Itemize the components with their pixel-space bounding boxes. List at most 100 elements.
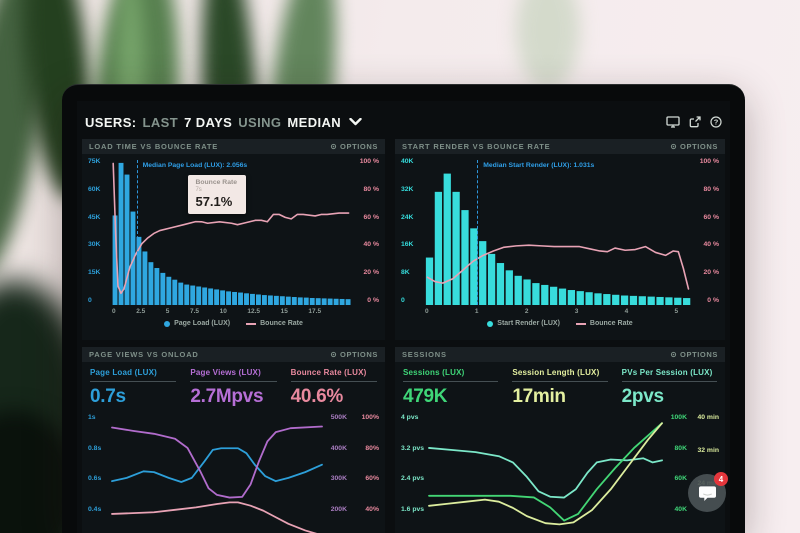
axis-label: 300K: [330, 475, 347, 483]
axis-label: 60 %: [703, 213, 720, 221]
tooltip: Bounce Rate 7s 57.1%: [188, 175, 247, 234]
panel-title: START RENDER VS BOUNCE RATE: [402, 142, 551, 151]
axis-label: 0.8s: [88, 444, 102, 452]
axis-label: 0: [425, 308, 429, 315]
chat-button[interactable]: 4: [688, 472, 728, 512]
panel-load-time: LOAD TIME VS BOUNCE RATE OPTIONS 75K 60K 4…: [82, 139, 385, 340]
load-time-plot[interactable]: Median Page Load (LUX): 2.056s Bounce Ra…: [112, 159, 351, 305]
panel-header: START RENDER VS BOUNCE RATE OPTIONS: [395, 139, 725, 154]
metric-value: 479K: [403, 386, 448, 407]
axis-label: 3: [574, 308, 579, 315]
axis-label: 1.6 pvs: [401, 506, 425, 514]
metric-sessions[interactable]: Sessions (LUX) 479K: [403, 368, 499, 408]
metric-session-length[interactable]: Session Length (LUX) 17min: [512, 368, 608, 408]
share-icon[interactable]: [689, 116, 701, 128]
y-axis-left: 75K 60K 45K 30K 15K 0: [86, 158, 112, 305]
axis-label: 0.6s: [88, 475, 102, 483]
options-button[interactable]: OPTIONS: [330, 350, 378, 359]
notification-badge: 4: [714, 472, 728, 486]
legend-label: Page Load (LUX): [174, 320, 231, 327]
metric-pvs-per-session[interactable]: PVs Per Session (LUX) 2pvs: [621, 368, 717, 408]
axis-label: 3.2 pvs: [401, 444, 425, 452]
axis-label: 0 %: [707, 297, 719, 305]
axis-label: 30K: [88, 241, 101, 249]
laptop-screen: USERS: LAST 7 DAYS USING MEDIAN: [77, 101, 730, 533]
chart-area: 1s 0.8s 0.6s 0.4s 500K 400K 300K 200K 100% 80% 6…: [82, 412, 385, 524]
axis-label: 4 pvs: [401, 414, 419, 421]
metric-page-views[interactable]: Page Views (LUX) 2.7Mpvs: [190, 368, 277, 408]
axis-label: 7.5: [189, 308, 200, 315]
axis-label: 400K: [330, 444, 347, 452]
options-label: OPTIONS: [340, 350, 378, 359]
y-axis-bounce: 100% 80% 60% 40%: [349, 412, 381, 524]
axis-label: 45K: [88, 213, 101, 221]
metric-value: 2pvs: [621, 386, 664, 407]
panel-header: LOAD TIME VS BOUNCE RATE OPTIONS: [82, 139, 385, 154]
header-days[interactable]: 7 DAYS: [184, 114, 233, 130]
header-users: USERS:: [85, 114, 137, 130]
panel-header: PAGE VIEWS VS ONLOAD OPTIONS: [82, 347, 385, 362]
x-axis: 0 1 2 3 4 5: [395, 305, 725, 316]
metric-value: 2.7Mpvs: [190, 386, 264, 407]
gear-icon: [330, 143, 337, 150]
chevron-down-icon[interactable]: [349, 113, 362, 131]
axis-label: 5: [165, 308, 170, 315]
chat-bubble-icon: [698, 485, 716, 501]
axis-label: 40%: [365, 506, 379, 514]
dashboard-header: USERS: LAST 7 DAYS USING MEDIAN: [82, 110, 725, 134]
axis-label: 40 %: [363, 241, 380, 249]
metric-label: Page Load (LUX): [90, 368, 177, 382]
axis-label: 4: [624, 308, 629, 315]
onload-plot[interactable]: [112, 412, 322, 524]
header-median[interactable]: MEDIAN: [287, 114, 342, 130]
help-icon[interactable]: ?: [710, 116, 722, 128]
axis-label: 20 %: [703, 269, 720, 277]
axis-label: 2.5: [136, 308, 146, 315]
axis-label: 12.5: [247, 308, 261, 315]
y-axis-seconds: 1s 0.8s 0.6s 0.4s: [86, 412, 112, 524]
y-axis-pageviews: 500K 400K 300K 200K: [322, 412, 349, 524]
median-label: Median Page Load (LUX): 2.056s: [142, 162, 248, 169]
axis-label: 200K: [330, 506, 347, 514]
metric-label: PVs Per Session (LUX): [621, 368, 717, 382]
header-using: USING: [238, 114, 282, 130]
legend-label: Bounce Rate: [589, 320, 633, 327]
monitor-icon[interactable]: [666, 116, 680, 128]
metric-page-load[interactable]: Page Load (LUX) 0.7s: [90, 368, 177, 408]
tooltip-title: Bounce Rate: [195, 179, 238, 187]
axis-label: 10: [219, 308, 227, 315]
panel-title: PAGE VIEWS VS ONLOAD: [89, 350, 199, 359]
axis-label: 0 %: [367, 297, 379, 305]
y-axis-left: 40K 32K 24K 16K 8K 0: [399, 158, 425, 305]
panel-start-render: START RENDER VS BOUNCE RATE OPTIONS 40K 3…: [395, 139, 725, 340]
legend-item[interactable]: Start Render (LUX): [487, 320, 560, 327]
axis-label: 60K: [674, 475, 687, 483]
legend-item[interactable]: Bounce Rate: [575, 320, 633, 327]
svg-text:?: ?: [714, 118, 719, 127]
axis-label: 80 %: [363, 185, 380, 193]
metric-label: Page Views (LUX): [190, 368, 277, 382]
sessions-plot[interactable]: [429, 412, 662, 524]
start-render-plot[interactable]: Median Start Render (LUX): 1.031s: [425, 159, 691, 305]
panel-title: LOAD TIME VS BOUNCE RATE: [89, 142, 219, 151]
axis-label: 0: [112, 308, 116, 315]
metric-value: 40.6%: [290, 386, 344, 407]
axis-label: 0.4s: [88, 506, 102, 514]
axis-label: 60 %: [363, 213, 380, 221]
options-button[interactable]: OPTIONS: [670, 142, 718, 151]
start-render-histogram: [425, 159, 691, 305]
options-button[interactable]: OPTIONS: [670, 350, 718, 359]
onload-line-chart: [112, 412, 322, 524]
legend-item[interactable]: Page Load (LUX): [164, 320, 230, 327]
axis-label: 80%: [365, 444, 379, 452]
legend-item[interactable]: Bounce Rate: [246, 320, 303, 327]
gear-icon: [670, 351, 677, 358]
options-button[interactable]: OPTIONS: [330, 142, 378, 151]
metric-bounce-rate[interactable]: Bounce Rate (LUX) 40.6%: [290, 368, 377, 408]
y-axis-sessions: 100K 80K 60K 40K: [662, 412, 689, 524]
axis-label: 40 %: [703, 241, 720, 249]
chart-area: 4 pvs 3.2 pvs 2.4 pvs 1.6 pvs 100K 80K 60K 40K…: [395, 412, 725, 524]
laptop: USERS: LAST 7 DAYS USING MEDIAN: [62, 84, 745, 533]
legend: Page Load (LUX) Bounce Rate: [82, 316, 385, 331]
